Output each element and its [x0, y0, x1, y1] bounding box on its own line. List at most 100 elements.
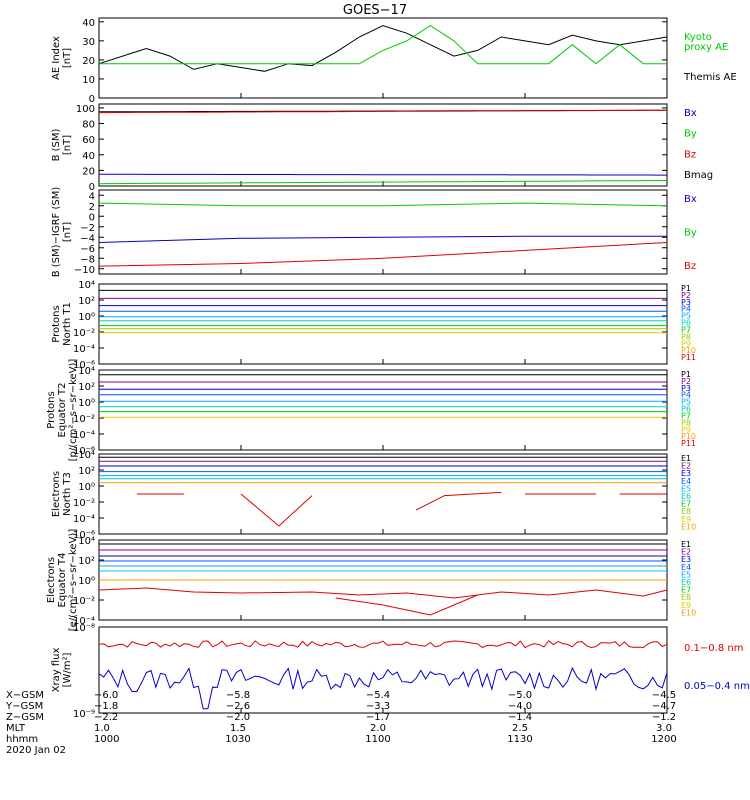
y-tick-label: 10² — [78, 556, 95, 567]
y-tick-label: 40 — [82, 151, 95, 162]
y-tick-label: 10 — [82, 75, 95, 86]
legend-p7: P7 — [681, 325, 691, 334]
footer-value: −1.2 — [652, 712, 676, 723]
y-tick-label: 10² — [78, 466, 95, 477]
legend-p11: P11 — [681, 439, 696, 448]
y-tick-label: −6 — [80, 244, 95, 255]
panel-bsm: 0 20 40 60 80 100 B (SM) [nT] Bx By Bz Bmag — [51, 103, 713, 193]
legend-e1: E1 — [681, 454, 691, 463]
y-tick-label: 10⁻² — [73, 328, 95, 339]
panel-xray: 10⁻⁸ 10⁻⁹ Xray flux [W/m²] 0.1−0.8 nm 0.05−0.… — [51, 623, 750, 720]
footer-value: −5.0 — [508, 690, 532, 701]
footer-value: −5.8 — [226, 690, 250, 701]
y-tick-label: 0 — [89, 182, 95, 193]
e9-segment — [240, 493, 313, 527]
footer-value: −5.4 — [366, 690, 390, 701]
y-axis-label: Electrons — [46, 557, 57, 603]
panel-frame — [98, 283, 668, 365]
legend-p5: P5 — [681, 398, 691, 407]
footer-value: 1200 — [651, 734, 676, 745]
y-axis-label: [e/(cm²−s−sr−keV)] — [68, 529, 79, 632]
legend-bz: Bz — [684, 149, 696, 160]
series-bsm-by — [98, 180, 668, 185]
y-tick-label: 30 — [82, 37, 95, 48]
e10-line — [335, 594, 478, 616]
panel-frame — [98, 17, 668, 99]
footer-value: −3.3 — [366, 701, 390, 712]
plot-title: GOES−17 — [343, 3, 407, 18]
y-tick-label: 0 — [89, 212, 95, 223]
legend-e6: E6 — [681, 578, 691, 587]
legend-p6: P6 — [681, 405, 691, 414]
y-tick-label: 80 — [82, 120, 95, 131]
y-axis-label: North T1 — [62, 302, 73, 346]
y-tick-label: 10² — [78, 296, 95, 307]
legend-e9: E9 — [681, 515, 691, 524]
y-axis-label: [nT] — [62, 135, 73, 155]
legend-e2: E2 — [681, 548, 691, 557]
legend-p9: P9 — [681, 339, 691, 348]
legend-p1: P1 — [681, 370, 691, 379]
legend-e7: E7 — [681, 500, 691, 509]
legend-e5: E5 — [681, 570, 691, 579]
y-tick-label: 10⁰ — [78, 398, 95, 409]
legend-0-05-0-4-nm: 0.05−0.4 nm — [684, 681, 750, 692]
y-tick-label: 10⁰ — [78, 312, 95, 323]
footer-value: 1.5 — [230, 723, 246, 734]
legend-e1: E1 — [681, 540, 691, 549]
y-tick-label: 20 — [82, 166, 95, 177]
y-tick-label: 10⁻² — [73, 596, 95, 607]
y-tick-label: −4 — [80, 233, 95, 244]
legend-e3: E3 — [681, 555, 691, 564]
panel-frame — [98, 103, 668, 187]
y-tick-label: 10⁻⁴ — [73, 344, 95, 355]
legend-bz: Bz — [684, 261, 696, 272]
series-bsm-bx — [99, 173, 667, 176]
y-tick-label: 10⁻⁶ — [73, 360, 95, 371]
footer-value: −1.4 — [508, 712, 532, 723]
y-axis-label: [W/m²] — [62, 652, 73, 687]
footer-value: 2.5 — [512, 723, 528, 734]
series-ae-themis-ae — [98, 25, 668, 72]
y-tick-label: 10⁻⁴ — [73, 616, 95, 627]
footer-value: −4.5 — [652, 690, 676, 701]
y-axis-label: AE Index — [51, 36, 62, 80]
y-axis-label: Protons — [46, 391, 57, 428]
y-axis-label: Protons — [51, 305, 62, 342]
legend-p3: P3 — [681, 384, 691, 393]
legend-p6: P6 — [681, 319, 691, 328]
legend-p10: P10 — [681, 432, 696, 441]
series-bigrf-by — [98, 202, 668, 207]
y-tick-label: 10⁻⁸ — [73, 623, 95, 634]
legend-p8: P8 — [681, 332, 691, 341]
footer-label-mlt: MLT — [6, 723, 26, 734]
legend-e4: E4 — [681, 563, 691, 572]
legend-themis-ae: Themis AE — [683, 72, 737, 83]
legend-p9: P9 — [681, 425, 691, 434]
y-tick-label: 10⁻² — [73, 498, 95, 509]
panel-pt2: 10⁴ 10² 10⁰ 10⁻² 10⁻⁴ 10⁻⁶ Protons Equator T2 [p… — [46, 359, 696, 462]
y-tick-label: 10⁻⁹ — [73, 709, 95, 720]
legend-e3: E3 — [681, 469, 691, 478]
y-axis-label: B (SM) — [51, 128, 62, 161]
y-axis-label: North T3 — [62, 472, 73, 516]
footer-value: 1030 — [225, 734, 250, 745]
panel-pt1: 10⁴ 10² 10⁰ 10⁻² 10⁻⁴ 10⁻⁶ Protons North T1 P1P2… — [51, 280, 696, 371]
y-tick-label: 60 — [82, 135, 95, 146]
legend-by: By — [684, 129, 697, 140]
footer-label-z-gsm: Z−GSM — [6, 712, 44, 723]
y-tick-label: 10⁻² — [73, 414, 95, 425]
footer-value: 1100 — [365, 734, 390, 745]
y-axis-label: [nT] — [62, 48, 73, 68]
legend-p4: P4 — [681, 305, 691, 314]
legend-e10: E10 — [681, 522, 696, 531]
y-tick-label: 10⁻⁶ — [73, 446, 95, 457]
series-bigrf-bz — [98, 242, 668, 267]
footer-value: −1.8 — [94, 701, 118, 712]
y-tick-label: 10⁴ — [78, 366, 95, 377]
y-axis-label: Xray flux — [51, 648, 62, 693]
ephemeris-footer: X−GSM −6.0 −5.8 −5.4 −5.0 −4.5 Y−GSM −1.8 −2.6 −3… — [5, 690, 677, 756]
panel-frame — [98, 189, 668, 275]
legend-by: By — [684, 228, 697, 239]
